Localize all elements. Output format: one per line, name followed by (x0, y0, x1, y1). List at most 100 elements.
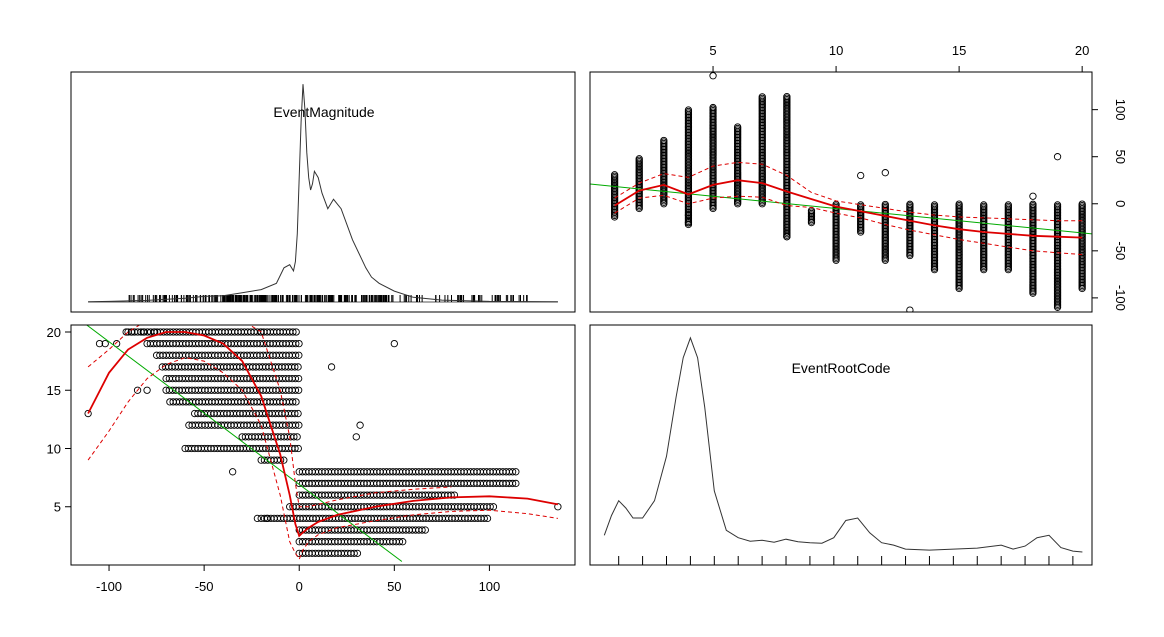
outlier-point (857, 171, 865, 180)
data-point (489, 503, 498, 511)
data-point (512, 479, 520, 488)
linear-fit-line (85, 325, 403, 562)
outlier-point (253, 514, 262, 523)
outlier-point (684, 211, 693, 219)
linear-fit-line (590, 183, 1092, 235)
smooth-line (614, 179, 1083, 239)
data-point (291, 421, 300, 429)
data-point (610, 171, 619, 179)
data-point (635, 155, 643, 163)
data-point (294, 363, 302, 371)
outlier-point (881, 169, 889, 177)
data-point (292, 398, 300, 406)
data-point (295, 386, 303, 394)
data-point (291, 363, 299, 371)
outlier-point (263, 514, 271, 523)
data-point (930, 201, 939, 209)
outlier-point (101, 339, 109, 348)
plot-area (590, 72, 1092, 312)
data-point (292, 339, 300, 348)
data-point (508, 479, 517, 488)
outlier-point (352, 433, 360, 441)
y-tick-label: 10 (47, 441, 61, 456)
x-tick-label: 5 (709, 43, 716, 58)
x-tick-label: 0 (296, 579, 303, 594)
outlier-point (1053, 153, 1062, 161)
density-line (88, 84, 558, 303)
data-point (291, 386, 300, 394)
y-tick-label: -50 (1113, 241, 1128, 260)
data-point (293, 433, 301, 441)
panel-rootcode-vs-magnitude: -100 -50 0 50 100 5 10 15 20 (47, 324, 576, 594)
data-point (399, 538, 407, 546)
data-point (289, 328, 297, 336)
x-tick-label: 10 (829, 43, 843, 58)
data-point (906, 200, 914, 208)
x-tick-label: -100 (96, 579, 122, 594)
data-point (295, 374, 303, 383)
data-point (291, 351, 300, 359)
panel-title: EventRootCode (792, 360, 891, 376)
data-point (783, 93, 791, 101)
outlier-point (709, 72, 717, 80)
outlier-point (84, 409, 92, 418)
data-point (480, 514, 488, 523)
smooth-lower-band (87, 357, 558, 561)
panel-frame (589, 324, 1093, 566)
outlier-point (783, 233, 791, 241)
x-tick-label: 100 (479, 579, 501, 594)
data-point (1053, 201, 1062, 209)
panel-title: EventMagnitude (273, 104, 374, 120)
plot-area (84, 325, 562, 562)
data-point (395, 538, 404, 546)
outlier-point (257, 328, 265, 336)
outlier-point (122, 328, 130, 336)
smooth-lower-band (614, 194, 1083, 256)
y-tick-label: -100 (1113, 285, 1128, 311)
data-point (291, 444, 299, 453)
data-point (758, 93, 766, 101)
outlier-point (133, 386, 142, 394)
panel-frame (70, 71, 576, 313)
data-point (881, 200, 889, 209)
data-point (512, 468, 520, 476)
outlier-point (95, 339, 104, 348)
data-point (1078, 200, 1086, 208)
data-point (294, 444, 302, 453)
data-point (508, 468, 517, 476)
data-point (353, 549, 362, 557)
data-point (1004, 201, 1012, 209)
smooth-upper-band (87, 325, 452, 508)
x-tick-label: 15 (952, 43, 966, 58)
x-tick-label: 50 (387, 579, 401, 594)
y-tick-label: 0 (1113, 200, 1128, 207)
data-point (292, 328, 300, 336)
panel-frame (70, 324, 576, 566)
outlier-point (1029, 192, 1037, 200)
x-tick-label: 20 (1075, 43, 1089, 58)
density-line (603, 336, 1083, 553)
outlier-point (143, 386, 151, 394)
outlier-point (128, 328, 136, 336)
data-point (418, 526, 426, 534)
y-tick-label: 15 (47, 383, 61, 398)
outlier-point (229, 468, 237, 476)
y-tick-label: 50 (1113, 149, 1128, 163)
outlier-point (327, 363, 336, 371)
data-point (295, 421, 303, 429)
data-point (291, 409, 299, 418)
panel-eventmagnitude-density: EventMagnitude (70, 71, 576, 313)
panel-eventrootcode-density: EventRootCode (589, 324, 1093, 566)
data-point (733, 123, 742, 131)
data-point (280, 456, 288, 464)
data-point (289, 398, 297, 406)
data-point (450, 491, 459, 499)
y-tick-label: 5 (54, 500, 61, 515)
outlier-point (139, 328, 147, 336)
data-point (290, 433, 298, 441)
data-point (980, 201, 988, 209)
data-point (1029, 200, 1037, 208)
data-point (483, 514, 492, 523)
x-tick-label: -50 (195, 579, 214, 594)
